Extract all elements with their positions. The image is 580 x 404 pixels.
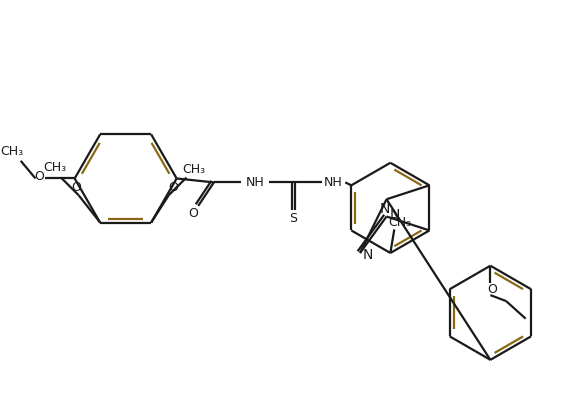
Text: CH₃: CH₃ bbox=[1, 145, 23, 158]
Text: CH₃: CH₃ bbox=[44, 161, 67, 174]
Text: S: S bbox=[289, 212, 298, 225]
Text: N: N bbox=[362, 248, 373, 262]
Text: N: N bbox=[379, 202, 390, 216]
Text: CH₃: CH₃ bbox=[183, 163, 206, 176]
Text: CH₃: CH₃ bbox=[389, 216, 412, 229]
Text: O: O bbox=[188, 207, 198, 220]
Text: NH: NH bbox=[246, 176, 264, 189]
Text: O: O bbox=[487, 283, 497, 296]
Text: O: O bbox=[168, 181, 177, 194]
Text: N: N bbox=[389, 208, 400, 221]
Text: O: O bbox=[72, 181, 82, 194]
Text: O: O bbox=[34, 170, 44, 183]
Text: NH: NH bbox=[324, 176, 343, 189]
